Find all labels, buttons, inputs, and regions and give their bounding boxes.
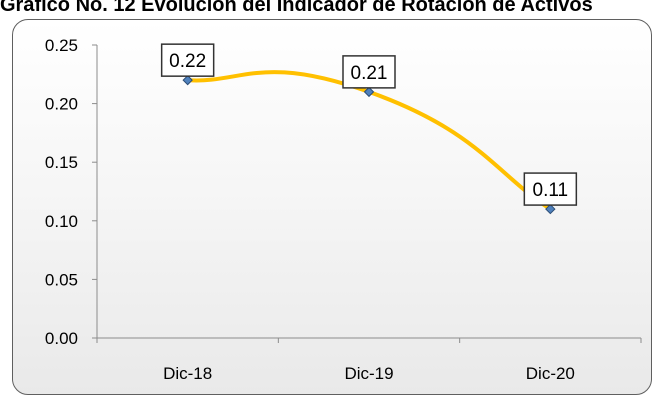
y-tick-label: 0.10 [45, 212, 78, 231]
data-marker [182, 74, 193, 86]
data-label: 0.11 [533, 180, 569, 201]
data-label: 0.21 [351, 63, 388, 84]
y-axis-ticks: 0.00 0.05 0.10 0.15 0.20 0.25 [45, 36, 97, 348]
data-label: 0.22 [169, 51, 206, 72]
data-markers [182, 74, 556, 215]
x-tick-label: Dic-18 [163, 364, 212, 383]
chart-title: Gráfico No. 12 Evolución del Indicador d… [0, 0, 593, 16]
x-tick-label: Dic-19 [344, 364, 393, 383]
y-tick-label: 0.00 [45, 329, 78, 348]
y-tick-label: 0.20 [45, 95, 78, 114]
x-tick-label: Dic-20 [526, 364, 575, 383]
y-tick-label: 0.05 [45, 270, 78, 289]
data-label-box [523, 172, 578, 206]
data-label-box [160, 43, 215, 77]
data-labels: 0.22 0.21 0.11 [160, 43, 578, 206]
data-marker [363, 86, 375, 98]
y-tick-label: 0.25 [45, 36, 78, 55]
data-label-box [342, 55, 396, 89]
data-marker [545, 203, 556, 215]
y-tick-label: 0.15 [45, 153, 78, 172]
x-axis-ticks: Dic-18 Dic-19 Dic-20 [96, 338, 642, 383]
